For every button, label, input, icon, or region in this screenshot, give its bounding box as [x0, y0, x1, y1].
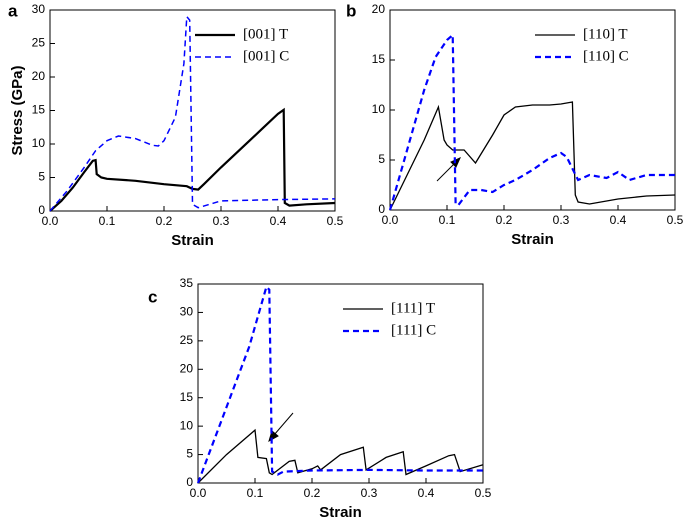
data-line [388, 32, 675, 211]
legend-label: [001] T [243, 26, 288, 42]
y-tick-label: 20 [372, 2, 386, 16]
x-tick-label: 0.3 [553, 213, 570, 227]
data-line [389, 101, 676, 211]
y-tick-label: 25 [180, 333, 194, 347]
y-tick-label: 15 [32, 103, 46, 117]
x-axis-label: Strain [319, 504, 362, 521]
x-tick-label: 0.3 [361, 486, 378, 500]
x-tick-label: 0.3 [213, 214, 230, 228]
legend-label: [110] C [583, 48, 629, 64]
arrow [436, 162, 456, 182]
data-line [196, 284, 483, 484]
x-axis-label: Strain [511, 231, 554, 248]
y-tick-label: 20 [32, 69, 46, 83]
panel-label: c [148, 287, 157, 306]
x-tick-label: 0.1 [99, 214, 116, 228]
plot-frame [197, 283, 484, 484]
x-tick-label: 0.5 [475, 486, 492, 500]
data-line [49, 107, 336, 212]
x-tick-label: 0.2 [156, 214, 173, 228]
y-tick-label: 5 [186, 447, 193, 461]
data-line [49, 14, 336, 212]
y-tick-label: 10 [372, 102, 386, 116]
y-tick-label: 0 [186, 475, 193, 489]
data-line [197, 428, 484, 484]
x-tick-label: 0.0 [382, 213, 399, 227]
y-tick-label: 15 [372, 52, 386, 66]
x-tick-label: 0.2 [496, 213, 513, 227]
arrow [273, 412, 294, 436]
y-axis-label: Stress (GPa) [9, 65, 26, 155]
y-tick-label: 30 [32, 2, 46, 16]
panel-label: a [8, 1, 18, 20]
x-tick-label: 0.1 [439, 213, 456, 227]
x-axis-label: Strain [171, 232, 214, 249]
panel-label: b [346, 1, 356, 20]
legend-label: [111] C [391, 322, 436, 338]
y-tick-label: 25 [32, 36, 46, 50]
y-tick-label: 35 [180, 276, 194, 290]
x-tick-label: 0.4 [418, 486, 435, 500]
legend-label: [111] T [391, 300, 435, 316]
x-tick-label: 0.1 [247, 486, 264, 500]
legend-label: [110] T [583, 26, 628, 42]
x-tick-label: 0.0 [190, 486, 207, 500]
x-tick-label: 0.4 [270, 214, 287, 228]
x-tick-label: 0.4 [610, 213, 627, 227]
x-tick-label: 0.5 [667, 213, 684, 227]
y-tick-label: 15 [180, 390, 194, 404]
y-tick-label: 30 [180, 305, 194, 319]
y-tick-label: 10 [180, 418, 194, 432]
y-tick-label: 5 [38, 170, 45, 184]
y-tick-label: 20 [180, 361, 194, 375]
x-tick-label: 0.5 [327, 214, 344, 228]
y-tick-label: 10 [32, 136, 46, 150]
x-tick-label: 0.2 [304, 486, 321, 500]
y-tick-label: 0 [38, 203, 45, 217]
y-tick-label: 0 [378, 202, 385, 216]
legend-label: [001] C [243, 48, 289, 64]
x-tick-label: 0.0 [42, 214, 59, 228]
y-tick-label: 5 [378, 152, 385, 166]
